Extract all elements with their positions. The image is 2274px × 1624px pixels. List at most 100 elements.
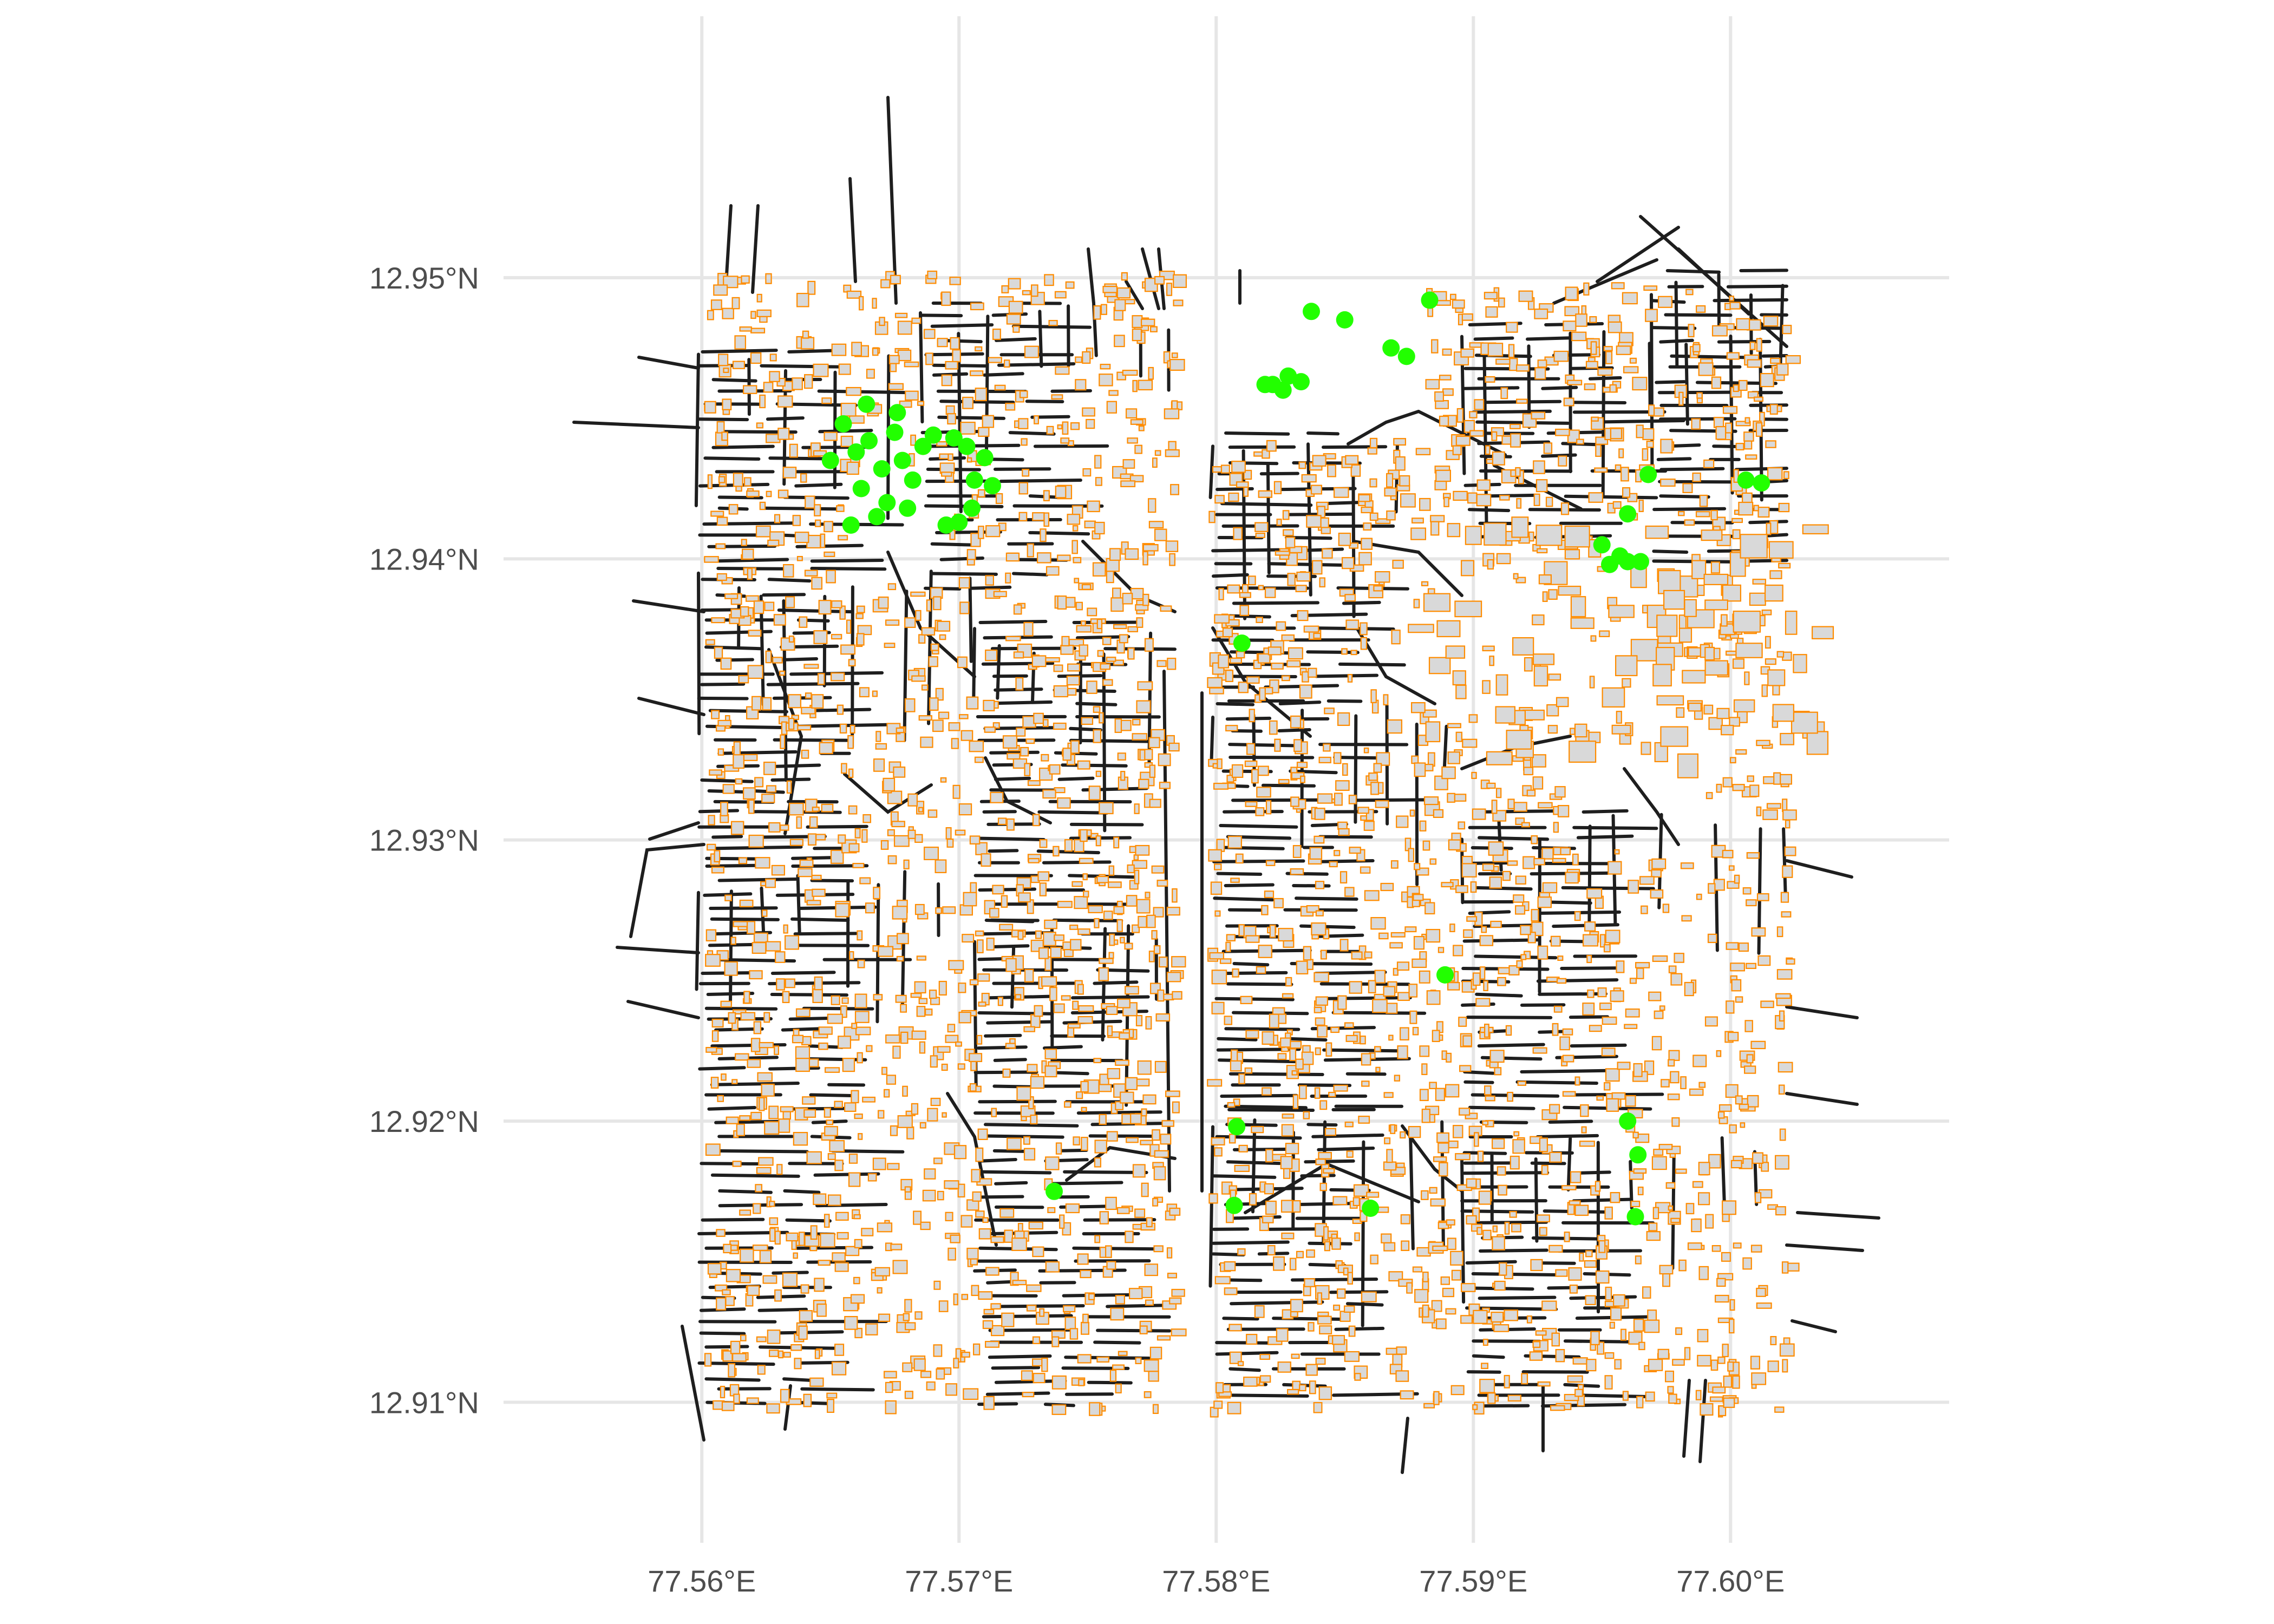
building-footprint — [875, 743, 887, 750]
building-footprint — [1160, 1134, 1172, 1145]
building-footprint — [1691, 418, 1701, 430]
building-footprint — [1057, 797, 1071, 809]
building-footprint — [969, 740, 984, 752]
building-footprint — [1295, 1058, 1304, 1070]
building-footprint — [1498, 297, 1505, 308]
building-footprint — [1564, 549, 1580, 560]
building-footprint — [1153, 907, 1164, 918]
road-segment — [1214, 997, 1295, 1001]
building-footprint — [706, 843, 716, 851]
building-footprint — [981, 853, 991, 867]
building-footprint — [1034, 415, 1039, 424]
building-footprint — [1296, 571, 1311, 582]
building-footprint — [1532, 653, 1555, 665]
building-footprint — [1117, 998, 1131, 1009]
building-footprint — [1267, 646, 1282, 656]
building-footprint — [705, 929, 717, 941]
road-segment — [1028, 531, 1090, 536]
building-footprint — [907, 793, 918, 807]
building-footprint — [1779, 1128, 1786, 1141]
building-footprint — [904, 1299, 912, 1313]
road-segment — [632, 599, 705, 613]
road-segment — [1208, 1125, 1214, 1288]
building-footprint — [933, 596, 942, 611]
building-footprint — [978, 1228, 991, 1240]
building-footprint — [1317, 1315, 1332, 1325]
building-footprint — [1484, 522, 1507, 546]
building-footprint — [1581, 1126, 1587, 1134]
road-segment — [1212, 1174, 1277, 1179]
road-segment — [1345, 1072, 1387, 1076]
building-footprint — [1393, 967, 1399, 976]
building-footprint — [1685, 289, 1694, 296]
road-segment — [1471, 1272, 1562, 1277]
building-footprint — [1243, 1377, 1258, 1387]
building-footprint — [1411, 702, 1426, 713]
building-footprint — [1070, 422, 1080, 430]
building-footprint — [1526, 789, 1536, 797]
building-footprint — [977, 1128, 988, 1141]
building-footprint — [1670, 1071, 1680, 1084]
building-footprint — [1045, 566, 1060, 576]
road-segment — [994, 1181, 1028, 1186]
building-footprint — [1082, 468, 1092, 477]
building-footprint — [1564, 1232, 1570, 1242]
building-footprint — [1218, 1391, 1232, 1397]
road-segment — [717, 495, 763, 500]
building-footprint — [1116, 287, 1131, 299]
building-footprint — [1437, 1142, 1449, 1154]
building-footprint — [765, 650, 772, 664]
building-footprint — [1567, 1375, 1583, 1383]
building-footprint — [1160, 605, 1172, 612]
building-footprint — [991, 1108, 997, 1117]
building-footprint — [814, 1278, 825, 1292]
building-footprint — [1709, 1396, 1723, 1402]
x-tick-label: 77.58°E — [1162, 1564, 1270, 1598]
building-footprint — [1360, 866, 1371, 874]
building-footprint — [1337, 1288, 1346, 1299]
building-footprint — [766, 490, 772, 497]
building-footprint — [937, 620, 951, 632]
building-footprint — [750, 311, 756, 319]
road-segment — [759, 594, 765, 707]
building-footprint — [764, 601, 775, 611]
building-footprint — [1747, 391, 1759, 399]
building-footprint — [1489, 1050, 1505, 1063]
building-footprint — [1648, 991, 1662, 1001]
road-segment — [768, 1066, 820, 1071]
building-footprint — [1643, 285, 1658, 291]
building-footprint — [1276, 621, 1286, 631]
building-footprint — [1273, 898, 1284, 908]
building-footprint — [895, 994, 907, 1003]
poi-point — [899, 499, 917, 517]
building-footprint — [1226, 934, 1236, 941]
building-footprint — [1515, 817, 1525, 826]
building-footprint — [1414, 762, 1426, 777]
road-segment — [809, 1093, 854, 1097]
building-footprint — [1509, 1211, 1517, 1218]
building-footprint — [1319, 1100, 1328, 1110]
building-footprint — [1333, 1305, 1341, 1311]
building-footprint — [1535, 525, 1563, 546]
road-segment — [697, 696, 749, 700]
building-footprint — [1521, 822, 1530, 828]
building-footprint — [759, 1097, 765, 1111]
building-footprint — [1167, 657, 1177, 670]
building-footprint — [1376, 752, 1390, 766]
road-segment — [704, 1377, 761, 1382]
building-footprint — [1722, 1344, 1729, 1358]
building-footprint — [985, 1267, 999, 1276]
building-footprint — [831, 995, 840, 1005]
building-footprint — [1688, 324, 1695, 338]
building-footprint — [1548, 589, 1558, 600]
building-footprint — [1314, 808, 1325, 820]
building-footprint — [1698, 1082, 1706, 1088]
building-footprint — [1345, 1034, 1358, 1042]
building-footprint — [879, 317, 885, 326]
building-footprint — [1776, 926, 1783, 938]
building-footprint — [982, 1320, 994, 1330]
building-footprint — [1688, 702, 1702, 712]
building-footprint — [1752, 1152, 1764, 1164]
building-footprint — [1281, 675, 1290, 682]
building-footprint — [1749, 592, 1766, 606]
